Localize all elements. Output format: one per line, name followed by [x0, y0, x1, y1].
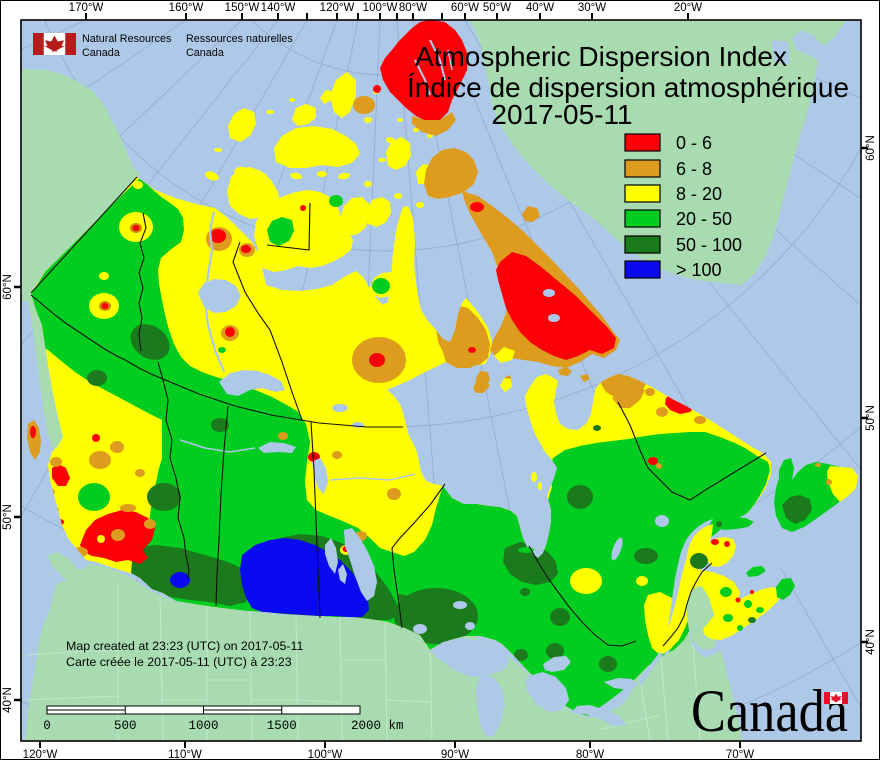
svg-text:150°W: 150°W	[225, 2, 260, 14]
svg-text:Canada: Canada	[691, 678, 848, 744]
svg-text:170°W: 170°W	[69, 2, 104, 14]
svg-text:40°W: 40°W	[526, 2, 554, 14]
svg-text:120°W: 120°W	[320, 2, 355, 14]
svg-text:40°N: 40°N	[865, 629, 877, 655]
svg-text:0: 0	[43, 719, 51, 733]
svg-text:160°W: 160°W	[169, 2, 204, 14]
svg-text:2000 km: 2000 km	[351, 719, 404, 733]
svg-text:> 100: > 100	[676, 260, 722, 280]
svg-text:100°W: 100°W	[363, 2, 398, 14]
svg-text:50°N: 50°N	[865, 405, 877, 431]
svg-text:50°W: 50°W	[483, 2, 511, 14]
svg-text:Natural Resources: Natural Resources	[82, 33, 172, 45]
svg-text:30°W: 30°W	[578, 2, 606, 14]
svg-text:60°N: 60°N	[2, 274, 14, 300]
svg-text:60°W: 60°W	[451, 2, 479, 14]
svg-text:1000: 1000	[188, 719, 218, 733]
svg-text:110°W: 110°W	[168, 749, 202, 760]
svg-text:Canada: Canada	[186, 47, 224, 59]
svg-text:80°W: 80°W	[399, 2, 427, 14]
svg-text:Índice de dispersion atmosphér: Índice de dispersion atmosphérique	[407, 72, 849, 103]
svg-text:90°W: 90°W	[441, 749, 469, 760]
svg-text:40°N: 40°N	[2, 687, 14, 713]
svg-text:6 - 8: 6 - 8	[676, 159, 712, 179]
svg-text:Canada: Canada	[82, 47, 120, 59]
svg-text:70°W: 70°W	[726, 749, 754, 760]
svg-text:8 - 20: 8 - 20	[676, 184, 722, 204]
svg-text:50 - 100: 50 - 100	[676, 235, 742, 255]
svg-text:140°W: 140°W	[261, 2, 296, 14]
svg-text:Carte créée le 2017-05-11 (UTC: Carte créée le 2017-05-11 (UTC) à 23:23	[66, 655, 292, 669]
svg-text:500: 500	[114, 719, 137, 733]
svg-text:100°W: 100°W	[308, 749, 343, 760]
svg-text:20 - 50: 20 - 50	[676, 209, 732, 229]
svg-text:0 - 6: 0 - 6	[676, 133, 712, 153]
svg-text:2017-05-11: 2017-05-11	[491, 99, 632, 130]
svg-text:60°N: 60°N	[865, 135, 877, 161]
svg-text:50°N: 50°N	[2, 504, 14, 530]
svg-text:80°W: 80°W	[576, 749, 604, 760]
svg-text:1500: 1500	[267, 719, 297, 733]
svg-text:Map created at 23:23 (UTC) on: Map created at 23:23 (UTC) on 2017-05-11	[66, 639, 303, 653]
svg-text:Atmospheric Dispersion Index: Atmospheric Dispersion Index	[415, 41, 787, 72]
svg-text:120°W: 120°W	[23, 749, 58, 760]
svg-text:Ressources naturelles: Ressources naturelles	[186, 33, 293, 45]
svg-text:20°W: 20°W	[674, 2, 702, 14]
